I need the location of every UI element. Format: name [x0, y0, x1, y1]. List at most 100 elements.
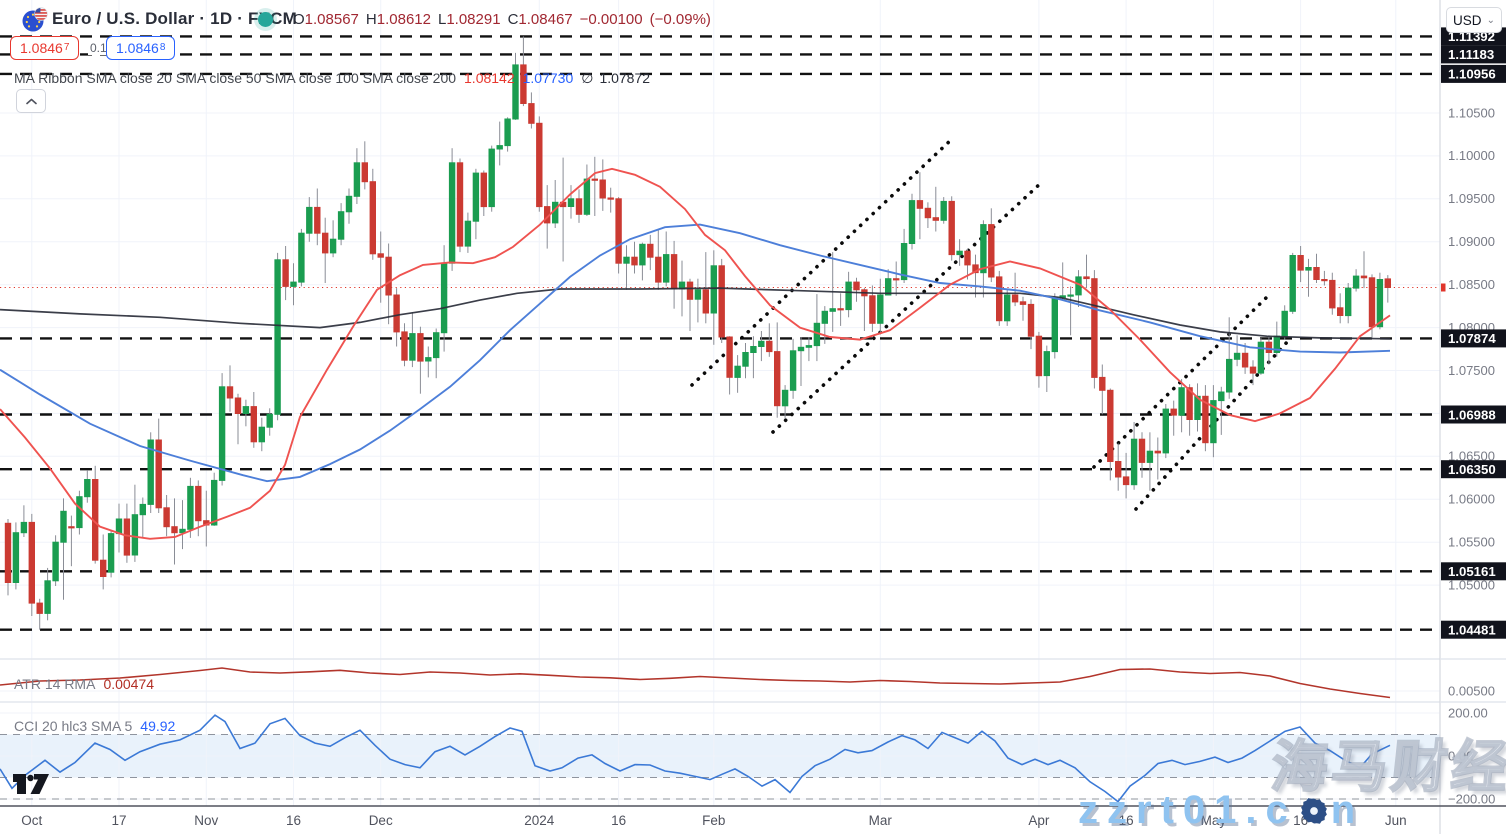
time-axis-label[interactable]: 16 [286, 813, 301, 828]
cci-axis-label[interactable]: 0.00 [1448, 748, 1473, 763]
cci-line[interactable] [0, 714, 1391, 803]
price-axis-label[interactable]: 1.10500 [1448, 105, 1495, 120]
candle-body [329, 238, 337, 254]
candle-body [1083, 276, 1090, 280]
candle-body [988, 224, 995, 278]
time-axis-label[interactable]: 2024 [524, 813, 555, 828]
time-axis-label[interactable]: 16 [1119, 813, 1134, 828]
level-price-chip: 1.06350 [1441, 460, 1506, 479]
time-axis-label[interactable]: Mar [869, 813, 893, 828]
candle-body [488, 148, 495, 208]
ma-ribbon-legend[interactable]: MA Ribbon SMA close 20 SMA close 50 SMA … [14, 70, 650, 87]
atr-legend[interactable]: ATR 14 RMA 0.00474 [14, 676, 154, 692]
candle-body [361, 162, 369, 183]
price-axis-label[interactable]: 1.05500 [1448, 535, 1495, 550]
price-axis-label[interactable]: 1.05000 [1448, 577, 1495, 592]
cci-axis-label[interactable]: 200.00 [1448, 705, 1488, 720]
candle-body [1352, 275, 1360, 289]
cci-legend[interactable]: CCI 20 hlc3 SMA 5 49.92 [14, 718, 175, 734]
time-axis-label[interactable]: Dec [369, 813, 393, 828]
candle-body [195, 485, 202, 522]
price-axis-label[interactable]: 1.09500 [1448, 191, 1495, 206]
cci-value: 49.92 [140, 718, 176, 734]
price-axis-label[interactable]: 1.06500 [1448, 449, 1495, 464]
time-axis-label[interactable]: Feb [702, 813, 725, 828]
candle-body [536, 122, 543, 208]
candle-body [1122, 476, 1130, 486]
candle-body [655, 256, 662, 283]
collapse-legend-button[interactable] [16, 89, 46, 113]
sma200-line[interactable] [0, 287, 1391, 340]
atr-axis-label[interactable]: 0.00500 [1448, 683, 1495, 698]
price-axis-label[interactable]: 1.07500 [1448, 363, 1495, 378]
bid-price-button[interactable]: 1.0846 7 [10, 36, 80, 60]
candle-body [1154, 450, 1161, 454]
ask-price-button[interactable]: 1.0846 8 [106, 36, 176, 60]
candle-body [1281, 310, 1288, 337]
candle-body [1067, 294, 1074, 297]
atr-title: ATR 14 RMA [14, 676, 96, 692]
svg-text:1.06988: 1.06988 [1448, 407, 1496, 422]
time-axis-label[interactable]: 17 [111, 813, 126, 828]
svg-text:1.11183: 1.11183 [1448, 47, 1494, 62]
candle-body [647, 243, 654, 258]
candle-body [1099, 376, 1106, 391]
price-axis-label[interactable]: 1.06000 [1448, 492, 1495, 507]
price-axis-label[interactable]: 1.08500 [1448, 277, 1495, 292]
candle-body [52, 541, 59, 582]
candle-body [385, 256, 392, 296]
candle-body [567, 198, 575, 208]
market-status-icon[interactable] [258, 12, 273, 27]
candle-body [797, 346, 805, 352]
sma20-line[interactable] [0, 167, 1391, 540]
candle-body [980, 224, 987, 274]
candle-body [520, 64, 527, 104]
candle-body [1305, 267, 1312, 271]
candle-body [1115, 461, 1122, 478]
cci-axis-label[interactable]: −200.00 [1448, 791, 1495, 806]
ohlc-open-value: 1.08567 [304, 11, 359, 28]
cci-title: CCI 20 hlc3 SMA 5 [14, 718, 133, 734]
candle-body [433, 332, 440, 359]
time-axis-label[interactable]: May [1201, 813, 1227, 828]
candle-body [774, 351, 781, 407]
time-axis-label[interactable]: Apr [1028, 813, 1050, 828]
ohlc-low-value: 1.08291 [446, 11, 501, 28]
price-axis-label[interactable]: 1.09000 [1448, 234, 1495, 249]
price-scale-currency-button[interactable]: USD ⌄ [1446, 7, 1502, 33]
candle-body [258, 426, 266, 443]
time-axis-label[interactable]: 16 [611, 813, 626, 828]
candle-body [1019, 301, 1027, 305]
ohlc-low-label: L [437, 11, 447, 28]
trendline[interactable] [771, 180, 1044, 434]
candle-body [742, 352, 749, 367]
price-axis-label[interactable]: 1.10000 [1448, 148, 1495, 163]
time-axis-label[interactable]: 16 [1293, 813, 1308, 828]
candle-body [1210, 400, 1217, 444]
candle-body [1146, 450, 1154, 463]
candle-body [306, 206, 313, 234]
trendline[interactable] [690, 136, 955, 387]
candle-body [409, 333, 416, 361]
candle-body [1091, 278, 1098, 378]
time-axis-label[interactable]: Nov [194, 813, 218, 828]
time-axis-label[interactable]: Oct [21, 813, 42, 828]
time-axis-label[interactable]: Jun [1385, 813, 1407, 828]
candle-body [4, 522, 12, 583]
tradingview-logo-icon[interactable] [12, 772, 50, 796]
sma50-line[interactable] [0, 223, 1391, 483]
candle-body [932, 217, 939, 221]
chevron-up-icon [25, 98, 37, 104]
atr-line[interactable] [0, 667, 1391, 699]
symbol-title[interactable]: Euro / U.S. Dollar · 1D · FXCM [52, 9, 297, 28]
svg-text:1.07874: 1.07874 [1448, 331, 1496, 346]
candle-body [718, 265, 725, 338]
candle-body [282, 259, 289, 287]
candle-body [758, 340, 765, 347]
candle-body [1321, 279, 1328, 282]
candle-body [781, 389, 789, 407]
candle-body [20, 521, 28, 534]
candle-body [869, 295, 876, 324]
